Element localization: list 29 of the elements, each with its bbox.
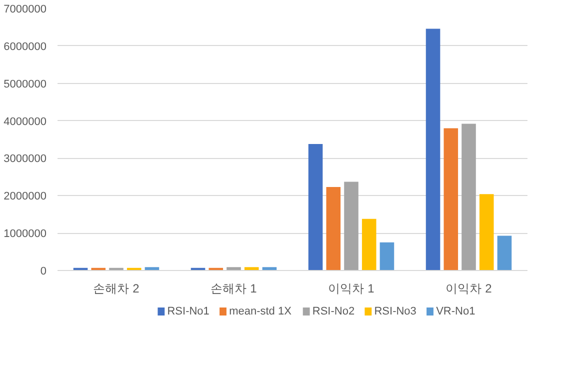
y-tick-label: 4000000 (4, 116, 47, 128)
y-tick-label: 0 (40, 266, 47, 278)
bar (244, 267, 259, 270)
bar (308, 144, 323, 270)
x-tick-label: 이익차 2 (446, 282, 492, 296)
y-tick-label: 2000000 (4, 190, 47, 203)
bar (497, 236, 512, 270)
bar (226, 267, 241, 270)
y-tick-label: 3000000 (4, 153, 47, 166)
legend-label: RSI-No3 (374, 306, 416, 318)
bar (326, 187, 341, 270)
y-tick-label: 1000000 (4, 228, 47, 240)
bar (479, 194, 494, 270)
bar (362, 218, 376, 270)
x-tick-label: 이익차 1 (328, 282, 375, 296)
legend-label: VR-No1 (436, 306, 476, 318)
y-tick-label: 7000000 (4, 4, 47, 16)
x-tick-label: 손해차 1 (210, 282, 258, 296)
y-tick-label: 6000000 (4, 40, 47, 53)
bar (462, 124, 476, 270)
y-tick-label: 5000000 (4, 78, 47, 90)
legend-label: RSI-No1 (167, 306, 210, 318)
bar (444, 128, 458, 270)
bar (426, 28, 440, 270)
x-tick-label: 손해차 2 (93, 282, 140, 296)
legend-label: mean-std 1X (229, 306, 292, 318)
legend-label: RSI-No2 (312, 306, 355, 318)
bar (344, 182, 358, 270)
bar (380, 242, 394, 270)
